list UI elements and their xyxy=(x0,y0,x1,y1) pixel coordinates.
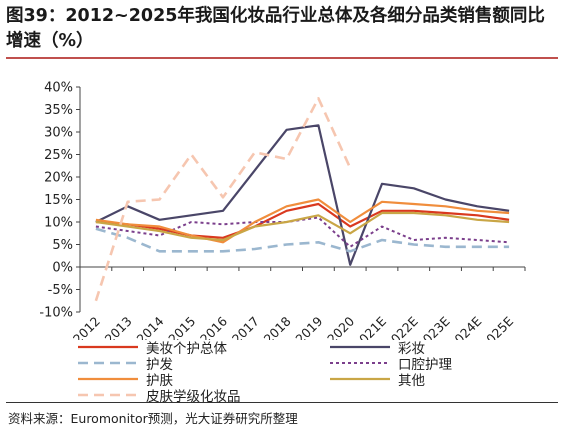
chart-legend: 美妆个护总体 彩妆护发 口腔护理护肤 其他皮肤学级化妆品 xyxy=(78,338,518,405)
series-line-1 xyxy=(95,124,510,266)
series-line-0 xyxy=(95,202,510,239)
x-tick-label: 2024E xyxy=(446,313,485,340)
y-tick-label: 10% xyxy=(44,216,73,231)
legend-swatch xyxy=(78,358,138,368)
series-line-6 xyxy=(94,97,352,302)
y-tick-label: 25% xyxy=(44,148,73,163)
line-chart: 40% 35% 30% 25% 20% 15% 10% 5% 0% -5% -10%20122013… xyxy=(39,81,526,340)
legend-swatch xyxy=(330,342,390,352)
x-tick-label: 2017 xyxy=(229,314,262,340)
legend-item: 其他 xyxy=(330,370,425,389)
y-tick-label: -5% xyxy=(48,283,73,298)
legend-label: 其他 xyxy=(398,372,425,389)
y-tick-label: -10% xyxy=(39,306,73,321)
legend-label: 口腔护理 xyxy=(398,356,452,373)
y-tick-label: 15% xyxy=(44,193,73,208)
legend-item: 护发 xyxy=(78,354,173,373)
x-tick-label: 2020 xyxy=(324,313,357,340)
y-tick-label: 35% xyxy=(44,103,73,118)
y-tick-label: 30% xyxy=(44,126,73,141)
legend-item: 口腔护理 xyxy=(330,354,452,373)
legend-swatch xyxy=(78,390,138,400)
y-tick-label: 5% xyxy=(52,238,73,253)
x-tick-label: 2012 xyxy=(70,314,103,340)
legend-swatch xyxy=(78,342,138,352)
y-tick-label: 20% xyxy=(44,171,73,186)
series-line-5 xyxy=(95,211,510,242)
chart-title: 图39：2012~2025年我国化妆品行业总体及各细分品类销售额同比增速（%） xyxy=(6,6,545,51)
legend-swatch xyxy=(330,358,390,368)
source-note: 资料来源：Euromonitor预测，光大证券研究所整理 xyxy=(8,411,298,426)
legend-swatch xyxy=(330,374,390,384)
title-divider xyxy=(6,57,558,59)
x-tick-label: 2018 xyxy=(261,313,294,340)
legend-label: 美妆个护总体 xyxy=(146,340,227,357)
x-tick-label: 2021E xyxy=(350,313,389,340)
legend-swatch xyxy=(78,374,138,384)
legend-item: 彩妆 xyxy=(330,338,425,357)
legend-label: 彩妆 xyxy=(398,340,425,357)
series-line-2 xyxy=(95,227,510,253)
legend-item: 皮肤学级化妆品 xyxy=(78,386,241,405)
source-divider xyxy=(6,402,558,403)
x-tick-label: 2025E xyxy=(478,313,517,340)
legend-label: 皮肤学级化妆品 xyxy=(146,388,241,405)
series-line-4 xyxy=(95,198,510,244)
legend-item: 美妆个护总体 xyxy=(78,338,227,357)
legend-label: 护发 xyxy=(146,356,173,373)
y-tick-label: 0% xyxy=(52,261,73,276)
legend-label: 护肤 xyxy=(146,372,173,389)
y-tick-label: 40% xyxy=(44,81,73,96)
x-tick-label: 2019 xyxy=(292,313,325,340)
x-tick-label: 2013 xyxy=(102,314,135,340)
legend-item: 护肤 xyxy=(78,370,173,389)
